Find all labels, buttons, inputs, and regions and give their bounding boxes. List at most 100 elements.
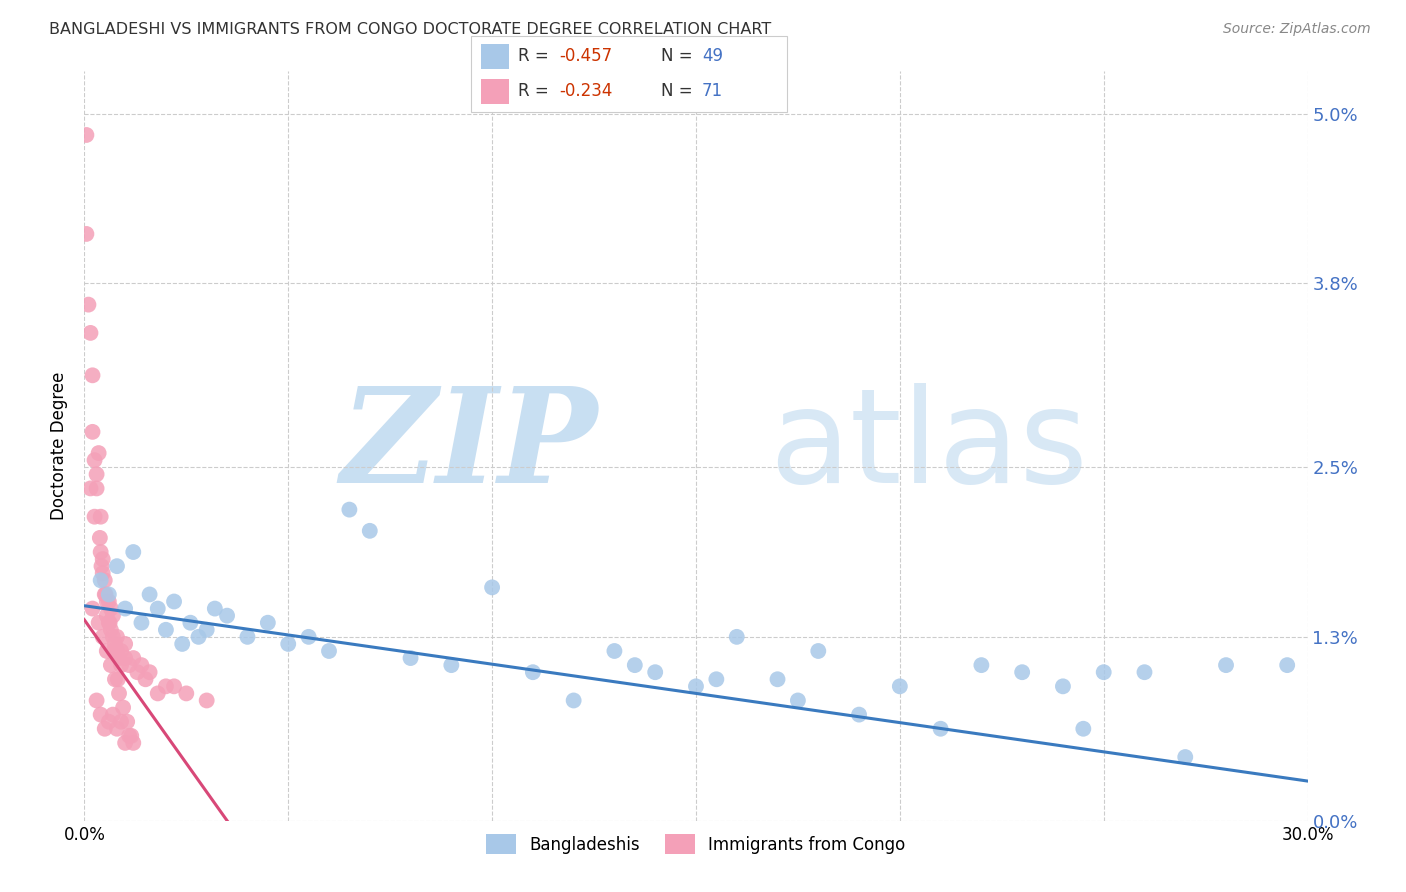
Point [603, 644, 626, 658]
Point [1215, 658, 1237, 673]
Point [105, 559, 128, 574]
Point [440, 658, 463, 673]
Point [277, 637, 299, 651]
Legend: Bangladeshis, Immigrants from Congo: Bangladeshis, Immigrants from Congo [479, 828, 912, 861]
Point [179, 615, 201, 630]
Point [318, 644, 340, 658]
Point [135, 673, 157, 687]
Point [122, 736, 145, 750]
Point [562, 693, 585, 707]
Point [114, 736, 136, 750]
Point [82, 601, 104, 615]
Point [172, 637, 194, 651]
FancyBboxPatch shape [481, 78, 509, 104]
FancyBboxPatch shape [471, 36, 787, 112]
Point [91, 630, 114, 644]
Point [114, 601, 136, 615]
Text: N =: N = [661, 82, 697, 100]
Point [86, 693, 108, 707]
Point [82, 425, 104, 439]
Text: R =: R = [519, 47, 554, 65]
Point [1052, 679, 1074, 693]
Point [706, 673, 728, 687]
Text: -0.234: -0.234 [560, 82, 613, 100]
Point [100, 601, 122, 615]
Point [889, 679, 911, 693]
Point [174, 686, 197, 700]
Point [1174, 750, 1197, 764]
Point [112, 700, 135, 714]
Point [848, 707, 870, 722]
Text: BANGLADESHI VS IMMIGRANTS FROM CONGO DOCTORATE DEGREE CORRELATION CHART: BANGLADESHI VS IMMIGRANTS FROM CONGO DOC… [49, 22, 772, 37]
Text: R =: R = [519, 82, 554, 100]
Point [257, 615, 280, 630]
Point [155, 679, 177, 693]
Point [970, 658, 993, 673]
Point [155, 623, 177, 637]
Point [91, 552, 114, 566]
Point [107, 673, 129, 687]
Point [146, 601, 169, 615]
Point [118, 729, 141, 743]
Point [90, 559, 112, 574]
Point [103, 644, 125, 658]
Point [146, 686, 169, 700]
Text: ZIP: ZIP [340, 382, 598, 510]
Text: 49: 49 [702, 47, 723, 65]
Point [522, 665, 544, 680]
Point [104, 637, 127, 651]
Point [75, 227, 97, 241]
Point [725, 630, 748, 644]
Point [163, 679, 186, 693]
Point [359, 524, 381, 538]
Point [97, 587, 120, 601]
Text: 71: 71 [702, 82, 723, 100]
Point [75, 128, 97, 142]
Point [82, 368, 104, 383]
Text: atlas: atlas [769, 383, 1088, 509]
Point [108, 686, 131, 700]
Point [110, 658, 132, 673]
Point [100, 658, 122, 673]
Point [122, 651, 145, 665]
Point [104, 673, 127, 687]
Point [96, 644, 118, 658]
Point [163, 594, 186, 608]
Point [624, 658, 647, 673]
Point [110, 714, 132, 729]
Point [339, 502, 361, 516]
Point [766, 673, 789, 687]
Point [105, 644, 128, 658]
Point [644, 665, 666, 680]
Point [105, 630, 128, 644]
Point [89, 531, 111, 545]
Point [1073, 722, 1095, 736]
Point [101, 707, 124, 722]
Point [114, 637, 136, 651]
Point [94, 587, 117, 601]
Point [115, 714, 138, 729]
Point [195, 623, 218, 637]
Text: -0.457: -0.457 [560, 47, 613, 65]
Point [97, 615, 120, 630]
Point [929, 722, 952, 736]
Text: Source: ZipAtlas.com: Source: ZipAtlas.com [1223, 22, 1371, 37]
Point [298, 630, 321, 644]
Point [101, 608, 124, 623]
Point [195, 693, 218, 707]
Point [90, 707, 112, 722]
Point [77, 298, 100, 312]
Point [1133, 665, 1156, 680]
Point [108, 651, 131, 665]
Point [204, 601, 226, 615]
Point [187, 630, 209, 644]
Point [90, 509, 112, 524]
Point [122, 545, 145, 559]
Point [118, 658, 141, 673]
Point [79, 482, 101, 496]
Point [98, 615, 121, 630]
Point [97, 594, 120, 608]
Point [93, 587, 115, 601]
Point [114, 651, 136, 665]
Text: N =: N = [661, 47, 697, 65]
